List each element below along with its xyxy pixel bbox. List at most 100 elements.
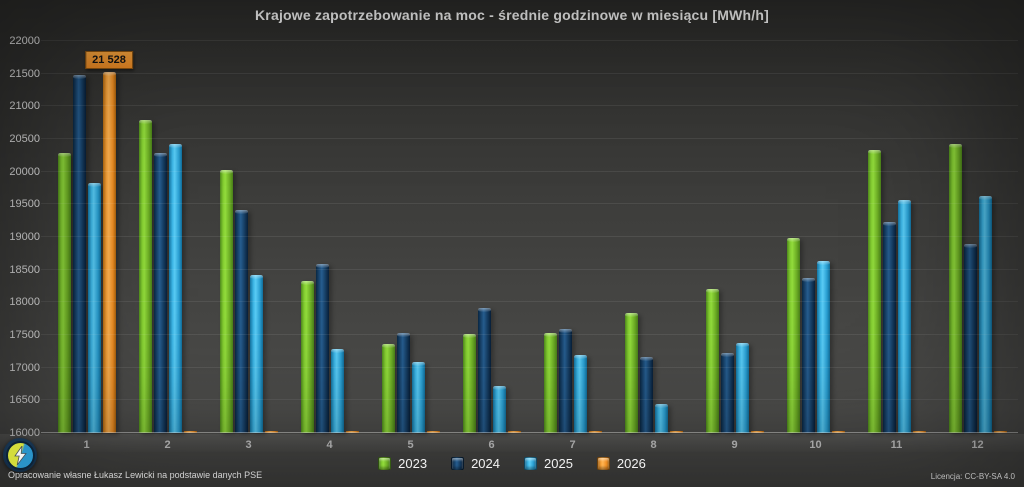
bar-2023-month-7 xyxy=(543,333,557,433)
bar-2026-month-8 xyxy=(669,431,683,433)
gridline-20500 xyxy=(41,138,1018,139)
gridline-17500 xyxy=(41,334,1018,335)
x-axis-label-3: 3 xyxy=(245,439,252,451)
gridline-17000 xyxy=(41,366,1018,368)
bar-2023-month-6 xyxy=(462,333,476,433)
bar-2023-month-12 xyxy=(948,143,962,433)
gridline-21000 xyxy=(41,105,1018,107)
bar-2023-month-2 xyxy=(138,120,152,433)
bar-2024-month-5 xyxy=(396,333,410,433)
legend-label-2023: 2023 xyxy=(398,456,428,471)
month-group-11: 11 xyxy=(867,41,926,451)
y-axis-label-19000: 19000 xyxy=(9,231,40,243)
bar-2026-month-11 xyxy=(912,431,926,433)
bar-groups: 21 528 1 2 3 4 5 6 7 8 9 10 11 12 xyxy=(46,41,1018,451)
x-axis-label-10: 10 xyxy=(809,439,822,451)
month-group-6: 6 xyxy=(462,41,521,451)
bar-2024-month-7 xyxy=(558,328,572,433)
legend-swatch-2025 xyxy=(524,457,537,470)
month-group-5: 5 xyxy=(381,41,440,451)
y-axis-label-19500: 19500 xyxy=(9,198,40,211)
y-axis-label-17000: 17000 xyxy=(9,361,40,374)
bar-2023-month-9 xyxy=(705,288,719,433)
bar-2023-month-1 xyxy=(57,153,71,433)
x-axis-label-7: 7 xyxy=(569,439,576,451)
legend-swatch-2023 xyxy=(378,457,392,470)
bar-2023-month-10 xyxy=(786,238,800,433)
month-group-7: 7 xyxy=(543,41,602,451)
x-axis-label-9: 9 xyxy=(731,439,738,451)
y-axis-label-21500: 21500 xyxy=(9,67,40,80)
legend: 2023 2024 2025 2026 xyxy=(0,456,1024,471)
month-group-4: 4 xyxy=(300,41,359,451)
bar-2025-month-9 xyxy=(735,342,749,433)
bar-2023-month-8 xyxy=(624,313,638,433)
data-label: 21 528 xyxy=(85,50,133,69)
gridline-19000 xyxy=(41,236,1018,237)
legend-item-2023: 2023 xyxy=(378,456,427,471)
bar-2023-month-3 xyxy=(219,170,233,433)
y-axis-label-18500: 18500 xyxy=(9,263,40,276)
bar-2024-month-10 xyxy=(801,278,815,433)
x-axis-label-4: 4 xyxy=(326,439,333,451)
gridline-20000 xyxy=(41,170,1018,172)
legend-label-2026: 2026 xyxy=(616,456,646,471)
y-axis-label-16500: 16500 xyxy=(9,394,40,407)
lightning-bolt-logo-icon xyxy=(3,438,37,472)
bar-2023-month-5 xyxy=(381,344,395,433)
bar-2025-month-7 xyxy=(573,354,587,433)
lightning-bolt-icon xyxy=(13,445,27,465)
bar-2025-month-5 xyxy=(411,362,425,433)
gridline-16000 xyxy=(41,432,1018,433)
chart-floor xyxy=(0,434,1024,452)
chart-title: Krajowe zapotrzebowanie na moc - średnie… xyxy=(255,7,769,23)
bar-2024-month-8 xyxy=(639,356,653,433)
x-axis-label-8: 8 xyxy=(650,439,657,451)
y-axis-label-17500: 17500 xyxy=(9,329,40,341)
bar-2023-month-4 xyxy=(300,280,314,433)
month-group-9: 9 xyxy=(705,41,764,451)
x-axis-label-6: 6 xyxy=(488,439,495,451)
bar-2025-month-10 xyxy=(816,260,830,433)
gridline-18000 xyxy=(41,301,1018,303)
x-axis-label-2: 2 xyxy=(164,439,171,451)
bar-2024-month-11 xyxy=(882,222,896,433)
bar-2025-month-4 xyxy=(330,349,344,433)
month-group-1: 21 528 1 xyxy=(57,41,133,451)
legend-swatch-2024 xyxy=(451,457,465,470)
bar-2026-month-12 xyxy=(993,431,1007,433)
x-axis-label-11: 11 xyxy=(890,439,903,451)
legend-item-2026: 2026 xyxy=(596,456,646,471)
y-axis-label-22000: 22000 xyxy=(9,35,40,47)
legend-label-2024: 2024 xyxy=(471,456,500,471)
x-axis-label-12: 12 xyxy=(971,439,984,451)
bar-2024-month-9 xyxy=(720,352,734,433)
month-group-12: 12 xyxy=(948,41,1007,451)
bar-2026-month-6 xyxy=(507,431,521,433)
bar-2025-month-8 xyxy=(654,403,668,433)
bar-2025-month-6 xyxy=(492,386,506,433)
bar-2026-month-2 xyxy=(183,431,197,433)
x-axis-label-5: 5 xyxy=(407,439,414,451)
bar-2024-month-2 xyxy=(153,153,167,433)
y-axis-label-20500: 20500 xyxy=(9,133,40,145)
bar-2026-month-1: 21 528 xyxy=(85,50,133,433)
bar-2024-month-4 xyxy=(315,263,329,433)
bar-2025-month-1 xyxy=(87,182,101,433)
y-axis-label-21000: 21000 xyxy=(9,100,40,113)
y-axis-label-20000: 20000 xyxy=(9,165,40,178)
gridline-21500 xyxy=(41,72,1018,74)
bar-2025-month-12 xyxy=(978,195,992,433)
gridline-18500 xyxy=(41,268,1018,270)
legend-item-2025: 2025 xyxy=(524,456,573,471)
bar-2026-month-9 xyxy=(750,431,764,433)
bar-2024-month-6 xyxy=(477,307,491,433)
bar-2025-month-3 xyxy=(249,274,263,433)
gridline-22000 xyxy=(41,40,1018,41)
y-axis-label-16000: 16000 xyxy=(9,427,40,439)
legend-label-2025: 2025 xyxy=(544,456,573,471)
x-axis-label-1: 1 xyxy=(83,439,90,451)
bar-2025-month-11 xyxy=(897,200,911,433)
gridline-19500 xyxy=(41,203,1018,205)
